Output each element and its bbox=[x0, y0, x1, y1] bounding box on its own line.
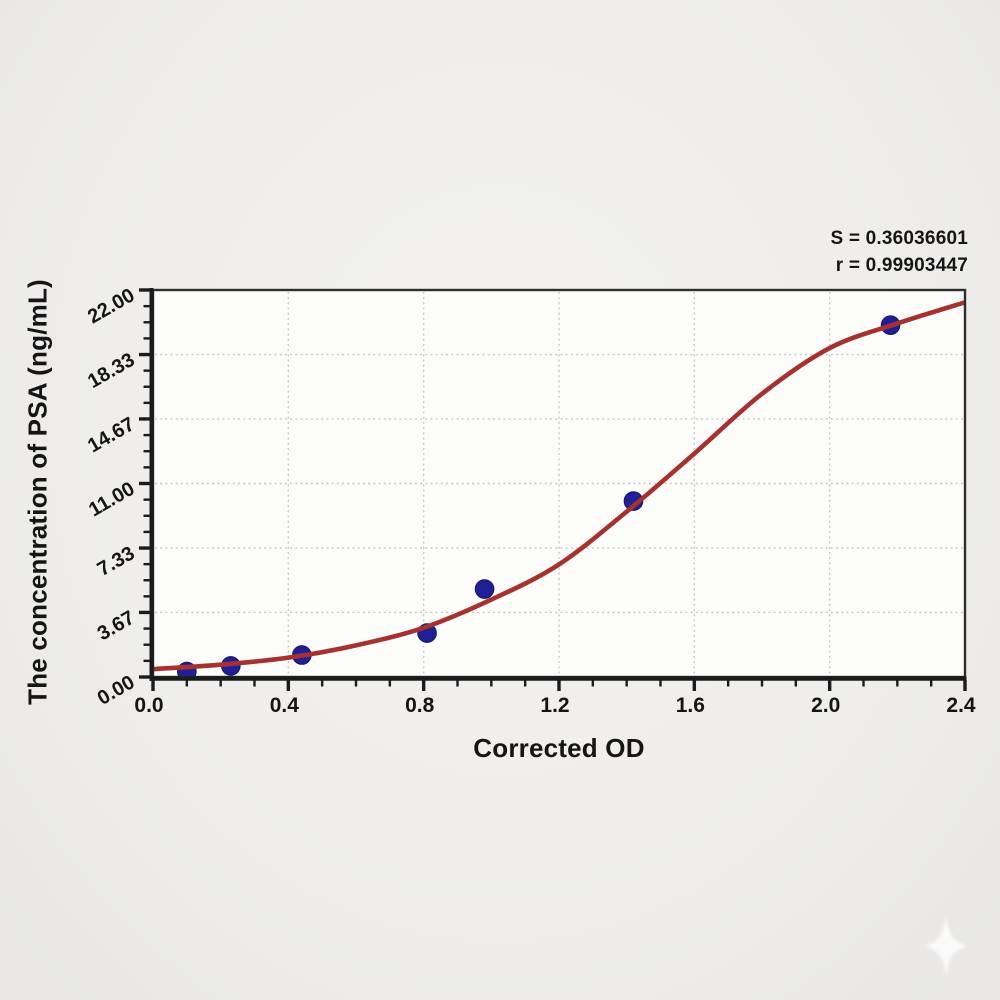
y-tick-label: 3.67 bbox=[94, 607, 139, 646]
s-value-text: S = 0.36036601 bbox=[830, 228, 968, 249]
y-tick-label: 11.00 bbox=[85, 478, 138, 522]
axis-tick-marks bbox=[139, 288, 967, 691]
y-tick-label: 18.33 bbox=[84, 349, 138, 393]
fit-curve-line bbox=[154, 300, 964, 672]
x-tick-label: 0.8 bbox=[405, 694, 435, 717]
y-axis-title: The concentration of PSA (ng/mL) bbox=[22, 279, 53, 705]
r-value-text: r = 0.99903447 bbox=[835, 255, 968, 276]
fit-curve-path bbox=[154, 300, 964, 672]
x-tick-labels: 0.0 0.4 0.8 1.2 1.6 2.0 2.4 bbox=[134, 694, 976, 717]
gridlines bbox=[155, 292, 964, 676]
y-tick-labels: 0.00 3.67 7.33 11.00 14.67 18.33 22.00 bbox=[84, 284, 138, 710]
x-tick-label: 2.0 bbox=[811, 694, 840, 717]
x-tick-label: 0.0 bbox=[134, 694, 163, 717]
x-tick-label: 1.6 bbox=[676, 694, 705, 717]
x-axis-title: Corrected OD bbox=[473, 733, 645, 763]
y-tick-label: 14.67 bbox=[84, 413, 138, 457]
x-tick-label: 2.4 bbox=[946, 694, 976, 717]
y-tick-label: 7.33 bbox=[94, 542, 139, 581]
fit-statistics: S = 0.36036601 r = 0.99903447 bbox=[830, 225, 968, 279]
data-point-marker bbox=[474, 579, 495, 599]
sparkle-icon bbox=[924, 914, 968, 978]
plot-frame bbox=[149, 288, 967, 681]
x-tick-label: 1.2 bbox=[540, 694, 569, 717]
y-tick-label: 0.00 bbox=[94, 671, 139, 710]
x-tick-label: 0.4 bbox=[270, 694, 300, 717]
y-tick-label: 22.00 bbox=[84, 284, 138, 328]
